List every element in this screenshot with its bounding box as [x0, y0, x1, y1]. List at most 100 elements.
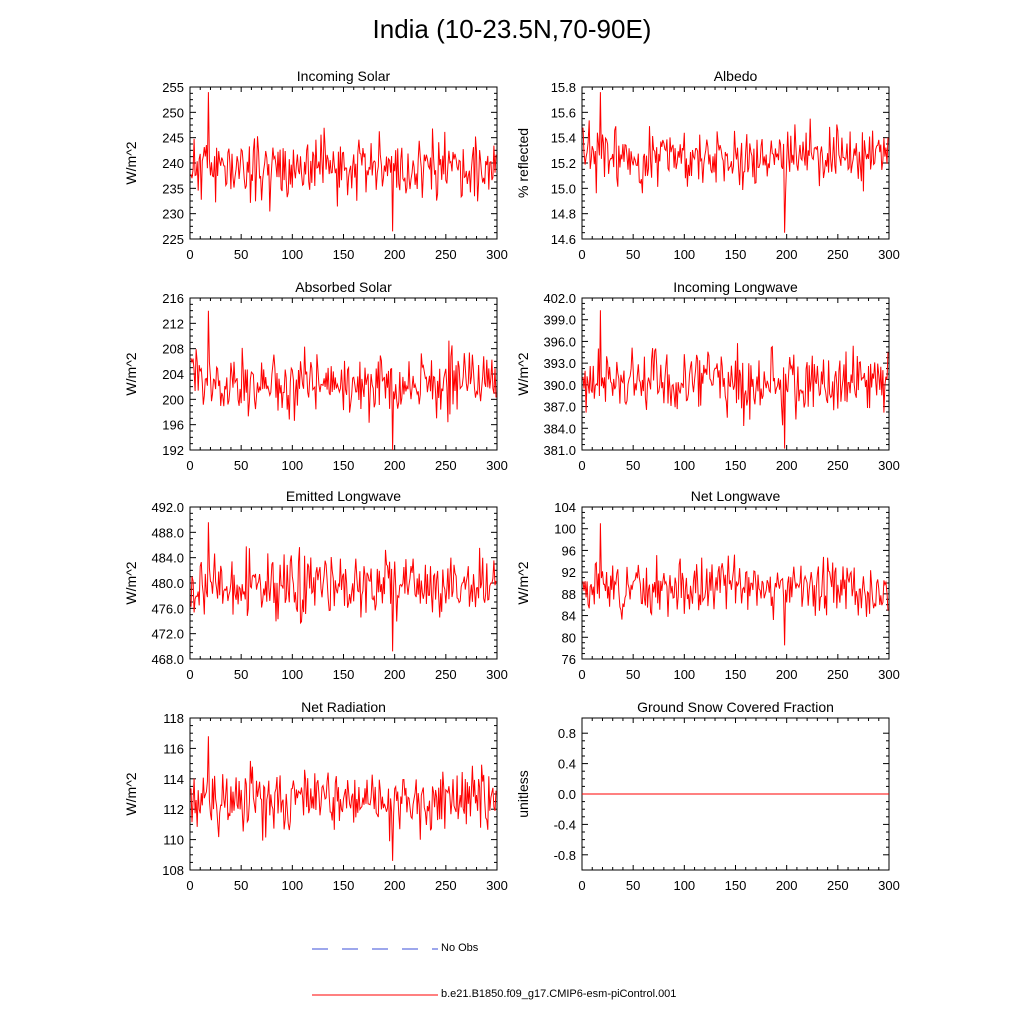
panel-2: Albedo % reflected 0 50 100 150 200 250 300 14.6 1…	[515, 68, 900, 262]
y-tick-label: 15.6	[551, 105, 576, 120]
y-tick-label: 14.8	[551, 207, 576, 222]
x-tick-label: 200	[776, 878, 798, 893]
x-tick-label: 50	[626, 458, 640, 473]
y-tick-label: 255	[162, 80, 184, 95]
y-tick-label: 15.2	[551, 156, 576, 171]
x-tick-label: 200	[384, 878, 406, 893]
y-axis-label: % reflected	[515, 128, 531, 198]
x-tick-label: 50	[626, 667, 640, 682]
x-tick-label: 150	[725, 247, 747, 262]
x-tick-label: 250	[827, 878, 849, 893]
x-tick-label: 300	[878, 458, 900, 473]
y-tick-label: 0.4	[558, 757, 576, 772]
y-tick-label: 92	[562, 565, 576, 580]
y-tick-label: 84	[562, 609, 576, 624]
x-tick-label: 300	[486, 878, 508, 893]
y-tick-label: 15.4	[551, 131, 576, 146]
y-tick-label: 399.0	[543, 313, 576, 328]
panel-title: Incoming Solar	[297, 68, 391, 84]
y-tick-label: 200	[162, 392, 184, 407]
y-tick-label: 104	[554, 500, 576, 515]
y-axis-label: W/m^2	[123, 561, 139, 604]
y-tick-label: 216	[162, 291, 184, 306]
x-tick-label: 100	[281, 247, 303, 262]
series-line	[190, 310, 497, 451]
y-tick-label: 390.0	[543, 378, 576, 393]
series-line	[190, 522, 497, 652]
x-tick-label: 300	[486, 247, 508, 262]
y-tick-label: 0.0	[558, 787, 576, 802]
x-tick-label: 100	[673, 458, 695, 473]
x-tick-label: 0	[578, 458, 585, 473]
x-tick-label: 50	[626, 878, 640, 893]
x-tick-label: 100	[673, 667, 695, 682]
y-tick-label: 240	[162, 156, 184, 171]
y-tick-label: 488.0	[151, 525, 184, 540]
y-tick-label: 96	[562, 543, 576, 558]
x-tick-label: 0	[186, 247, 193, 262]
y-axis-label: W/m^2	[515, 561, 531, 604]
y-tick-label: 492.0	[151, 500, 184, 515]
x-tick-label: 50	[234, 247, 248, 262]
y-axis-label: unitless	[515, 770, 531, 817]
y-tick-label: 15.0	[551, 181, 576, 196]
x-tick-label: 200	[384, 458, 406, 473]
plot-frame	[189, 717, 498, 871]
y-tick-label: -0.4	[554, 817, 576, 832]
x-tick-label: 150	[333, 458, 355, 473]
y-tick-label: 384.0	[543, 421, 576, 436]
x-tick-label: 300	[486, 667, 508, 682]
x-tick-label: 150	[333, 247, 355, 262]
x-tick-label: 150	[725, 458, 747, 473]
y-tick-label: 208	[162, 342, 184, 357]
x-tick-label: 250	[435, 667, 457, 682]
y-tick-label: 15.8	[551, 80, 576, 95]
x-tick-label: 200	[776, 247, 798, 262]
panel-title: Net Longwave	[691, 488, 781, 504]
panel-3: Absorbed Solar W/m^2 0 50 100 150 200 250 300 192…	[123, 279, 508, 473]
x-tick-label: 200	[384, 247, 406, 262]
x-tick-label: 50	[234, 458, 248, 473]
y-tick-label: 381.0	[543, 443, 576, 458]
y-tick-label: 212	[162, 316, 184, 331]
series-line	[582, 92, 889, 233]
y-tick-label: 114	[163, 772, 184, 787]
x-tick-label: 50	[234, 878, 248, 893]
y-tick-label: 484.0	[151, 551, 184, 566]
x-tick-label: 50	[626, 247, 640, 262]
y-tick-label: 225	[162, 232, 184, 247]
x-tick-label: 100	[673, 878, 695, 893]
y-tick-label: 472.0	[151, 627, 184, 642]
y-tick-label: 116	[163, 741, 184, 756]
panel-title: Incoming Longwave	[673, 279, 798, 295]
panel-title: Absorbed Solar	[295, 279, 392, 295]
y-tick-label: 480.0	[151, 576, 184, 591]
x-tick-label: 0	[578, 247, 585, 262]
series-line	[582, 310, 889, 449]
panel-7: Net Radiation W/m^2 0 50 100 150 200 250 300 108 1…	[123, 699, 508, 893]
y-axis-label: W/m^2	[123, 141, 139, 184]
y-tick-label: 235	[162, 181, 184, 196]
y-tick-label: 204	[162, 367, 184, 382]
x-tick-label: 100	[673, 247, 695, 262]
y-tick-label: 112	[163, 802, 184, 817]
panel-title: Ground Snow Covered Fraction	[637, 699, 834, 715]
panel-5: Emitted Longwave W/m^2 0 50 100 150 200 250 300 4…	[123, 488, 508, 682]
x-tick-label: 250	[827, 458, 849, 473]
x-tick-label: 250	[827, 667, 849, 682]
series-line	[582, 523, 889, 646]
x-tick-label: 0	[186, 878, 193, 893]
panel-title: Net Radiation	[301, 699, 386, 715]
x-tick-label: 0	[578, 667, 585, 682]
y-tick-label: 110	[163, 833, 184, 848]
series-line	[190, 736, 497, 861]
y-tick-label: 108	[162, 863, 184, 878]
y-tick-label: 396.0	[543, 334, 576, 349]
y-tick-label: 118	[163, 711, 184, 726]
x-tick-label: 200	[776, 667, 798, 682]
x-tick-label: 300	[878, 878, 900, 893]
x-tick-label: 300	[878, 247, 900, 262]
panel-title: Emitted Longwave	[286, 488, 401, 504]
x-tick-label: 150	[725, 878, 747, 893]
x-tick-label: 250	[435, 458, 457, 473]
